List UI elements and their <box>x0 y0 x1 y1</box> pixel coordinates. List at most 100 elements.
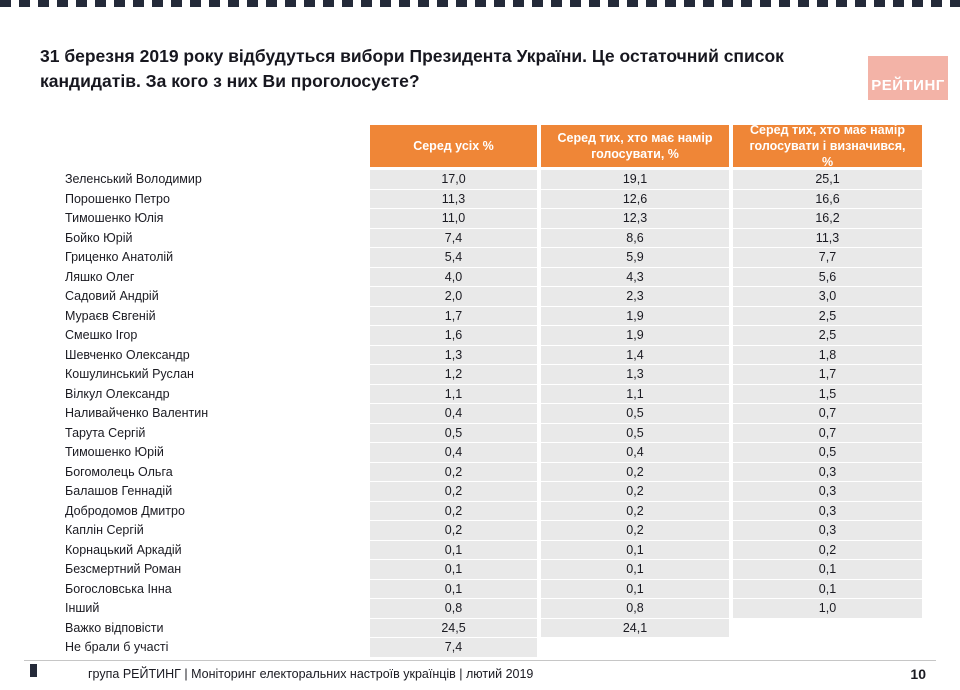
candidate-name: Важко відповісти <box>38 618 366 637</box>
table-row: Балашов Геннадій 0,2 0,2 0,3 <box>38 482 922 501</box>
candidate-name: Каплін Сергій <box>38 521 366 540</box>
value-cell: 0,1 <box>370 579 537 598</box>
candidate-name: Богословська Інна <box>38 579 366 598</box>
table-row: Інший 0,8 0,8 1,0 <box>38 599 922 618</box>
value-cell: 0,1 <box>733 579 922 598</box>
table-row: Ляшко Олег 4,0 4,3 5,6 <box>38 267 922 286</box>
value-cell: 0,4 <box>370 443 537 462</box>
candidate-name: Порошенко Петро <box>38 189 366 208</box>
header-among-all: Серед усіх % <box>370 125 537 167</box>
value-cell: 0,1 <box>541 579 729 598</box>
value-cell: 0,1 <box>733 560 922 579</box>
value-cell: 0,4 <box>370 404 537 423</box>
value-cell: 0,2 <box>541 482 729 501</box>
candidate-name: Наливайченко Валентин <box>38 404 366 423</box>
value-cell: 4,3 <box>541 267 729 286</box>
value-cell: 0,3 <box>733 501 922 520</box>
value-cell: 0,2 <box>541 521 729 540</box>
table-row: Корнацький Аркадій 0,1 0,1 0,2 <box>38 540 922 559</box>
footer: група РЕЙТИНГ | Моніторинг електоральних… <box>24 660 936 686</box>
poll-results-table: Серед усіх % Серед тих, хто має намір го… <box>38 123 922 657</box>
value-cell: 0,5 <box>370 423 537 442</box>
table-row: Тимошенко Юрій 0,4 0,4 0,5 <box>38 443 922 462</box>
candidate-name: Шевченко Олександр <box>38 345 366 364</box>
header-intend-and-decided: Серед тих, хто має намір голосувати і ви… <box>733 123 922 169</box>
candidate-name: Садовий Андрій <box>38 287 366 306</box>
value-cell: 5,6 <box>733 267 922 286</box>
value-cell: 0,4 <box>541 443 729 462</box>
value-cell: 0,7 <box>733 404 922 423</box>
table-row: Зеленський Володимир 17,0 19,1 25,1 <box>38 170 922 189</box>
value-cell: 24,1 <box>541 618 729 637</box>
table-row: Кошулинський Руслан 1,2 1,3 1,7 <box>38 365 922 384</box>
value-cell: 12,3 <box>541 209 729 228</box>
value-cell: 25,1 <box>733 170 922 189</box>
rating-group-logo: РЕЙТИНГ <box>868 56 948 100</box>
candidate-name: Богомолець Ольга <box>38 462 366 481</box>
value-cell: 7,7 <box>733 248 922 267</box>
value-cell: 0,2 <box>370 521 537 540</box>
value-cell: 5,9 <box>541 248 729 267</box>
value-cell: 0,3 <box>733 521 922 540</box>
page-title: 31 березня 2019 року відбудуться вибори … <box>40 46 784 91</box>
table-row: Вілкул Олександр 1,1 1,1 1,5 <box>38 384 922 403</box>
value-cell: 7,4 <box>370 228 537 247</box>
value-cell: 12,6 <box>541 189 729 208</box>
table-row: Порошенко Петро 11,3 12,6 16,6 <box>38 189 922 208</box>
value-cell: 1,1 <box>370 384 537 403</box>
value-cell: 3,0 <box>733 287 922 306</box>
value-cell: 0,5 <box>733 443 922 462</box>
table-row: Важко відповісти 24,5 24,1 <box>38 618 922 638</box>
value-cell: 1,8 <box>733 345 922 364</box>
value-cell: 1,4 <box>541 345 729 364</box>
value-cell: 17,0 <box>370 170 537 189</box>
value-cell: 11,3 <box>370 189 537 208</box>
table-row: Садовий Андрій 2,0 2,3 3,0 <box>38 287 922 306</box>
table-row: Каплін Сергій 0,2 0,2 0,3 <box>38 521 922 540</box>
value-cell: 0,1 <box>541 540 729 559</box>
value-cell: 1,6 <box>370 326 537 345</box>
value-cell <box>733 619 922 638</box>
value-cell: 1,9 <box>541 306 729 325</box>
table-row: Не брали б участі 7,4 <box>38 638 922 657</box>
table-row: Безсмертний Роман 0,1 0,1 0,1 <box>38 560 922 579</box>
value-cell: 2,0 <box>370 287 537 306</box>
value-cell: 0,2 <box>370 462 537 481</box>
value-cell: 8,6 <box>541 228 729 247</box>
candidate-name: Добродомов Дмитро <box>38 501 366 520</box>
candidate-name: Кошулинський Руслан <box>38 365 366 384</box>
value-cell: 1,7 <box>733 365 922 384</box>
candidate-name: Інший <box>38 599 366 618</box>
table-row: Тимошенко Юлія 11,0 12,3 16,2 <box>38 209 922 228</box>
value-cell: 1,9 <box>541 326 729 345</box>
value-cell: 0,8 <box>370 599 537 618</box>
header-intend-to-vote: Серед тих, хто має намір голосувати, % <box>541 125 729 167</box>
table-header-row: Серед усіх % Серед тих, хто має намір го… <box>38 123 922 169</box>
table-row: Смешко Ігор 1,6 1,9 2,5 <box>38 326 922 345</box>
value-cell: 1,2 <box>370 365 537 384</box>
value-cell: 16,6 <box>733 189 922 208</box>
candidate-name: Бойко Юрій <box>38 228 366 247</box>
candidate-name: Гриценко Анатолій <box>38 248 366 267</box>
value-cell: 1,1 <box>541 384 729 403</box>
value-cell: 11,3 <box>733 228 922 247</box>
value-cell: 1,7 <box>370 306 537 325</box>
candidate-name: Корнацький Аркадій <box>38 540 366 559</box>
table-row: Гриценко Анатолій 5,4 5,9 7,7 <box>38 248 922 267</box>
candidate-name: Не брали б участі <box>38 638 366 657</box>
candidate-name: Балашов Геннадій <box>38 482 366 501</box>
candidate-name: Вілкул Олександр <box>38 384 366 403</box>
table-row: Добродомов Дмитро 0,2 0,2 0,3 <box>38 501 922 520</box>
value-cell: 5,4 <box>370 248 537 267</box>
value-cell: 1,5 <box>733 384 922 403</box>
value-cell: 2,5 <box>733 306 922 325</box>
value-cell: 0,3 <box>733 462 922 481</box>
value-cell: 0,1 <box>370 560 537 579</box>
table-row: Богомолець Ольга 0,2 0,2 0,3 <box>38 462 922 481</box>
value-cell: 0,5 <box>541 423 729 442</box>
table-row: Бойко Юрій 7,4 8,6 11,3 <box>38 228 922 247</box>
value-cell <box>733 638 922 657</box>
table-row: Мураєв Євгеній 1,7 1,9 2,5 <box>38 306 922 325</box>
value-cell: 1,3 <box>370 345 537 364</box>
header-empty-cell <box>38 125 366 167</box>
